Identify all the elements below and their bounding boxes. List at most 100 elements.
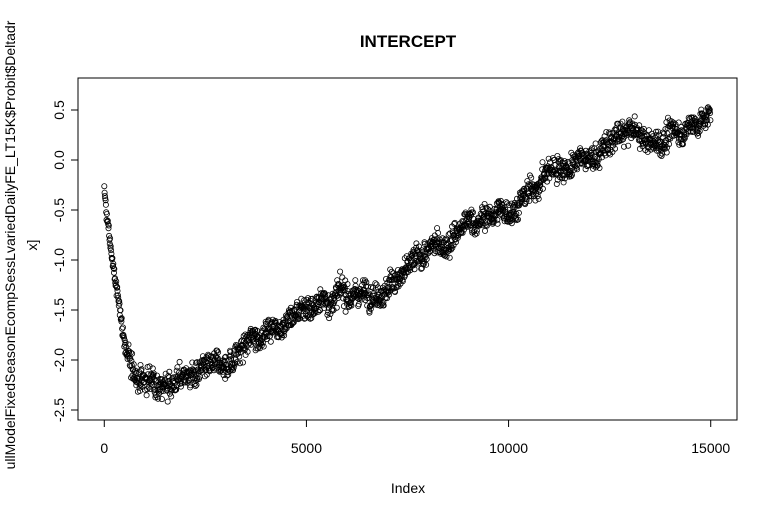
data-point — [144, 386, 151, 393]
data-point — [612, 145, 619, 152]
data-point — [693, 128, 700, 135]
data-point — [174, 364, 181, 371]
data-point — [272, 320, 279, 327]
data-point — [298, 295, 305, 302]
data-point — [147, 380, 154, 387]
data-point — [536, 188, 543, 195]
x-tick-label: 5000 — [291, 440, 322, 456]
data-point — [382, 275, 389, 282]
data-point — [494, 220, 501, 227]
data-point — [226, 367, 233, 374]
data-point — [523, 198, 530, 205]
data-point — [499, 201, 506, 208]
data-point — [112, 275, 119, 282]
data-point — [227, 352, 234, 359]
y-tick-label: -1.5 — [51, 298, 67, 322]
data-point — [546, 175, 553, 182]
data-point — [658, 152, 665, 159]
data-point — [486, 203, 493, 210]
data-point — [105, 222, 112, 229]
data-point — [337, 268, 344, 275]
data-point — [423, 256, 430, 263]
data-point — [692, 115, 699, 122]
data-point — [281, 332, 288, 339]
data-point — [124, 355, 131, 362]
data-point — [695, 129, 702, 136]
data-point — [130, 361, 137, 368]
data-point — [435, 229, 442, 236]
data-point — [102, 201, 109, 208]
data-point — [237, 345, 244, 352]
data-point — [696, 128, 703, 135]
data-point — [215, 349, 222, 356]
data-point — [631, 113, 638, 120]
data-point — [535, 185, 542, 192]
data-point — [173, 386, 180, 393]
data-point — [568, 173, 575, 180]
data-point — [355, 301, 362, 308]
data-point — [172, 387, 179, 394]
data-point — [483, 222, 490, 229]
data-point — [707, 110, 714, 117]
data-point — [113, 278, 120, 285]
data-point — [228, 356, 235, 363]
data-point — [554, 152, 561, 159]
data-point — [101, 192, 108, 199]
data-point — [347, 301, 354, 308]
data-point — [560, 179, 567, 186]
data-point — [481, 227, 488, 234]
data-point — [317, 286, 324, 293]
x-tick-label: 15000 — [691, 440, 730, 456]
data-point — [411, 266, 418, 273]
data-point — [664, 144, 671, 151]
data-point — [375, 289, 382, 296]
data-point — [138, 366, 145, 373]
data-point — [419, 249, 426, 256]
data-point — [115, 294, 122, 301]
data-point — [107, 243, 114, 250]
data-point — [246, 339, 253, 346]
data-point — [137, 361, 144, 368]
data-point — [214, 355, 221, 362]
data-point — [497, 197, 504, 204]
data-point — [166, 368, 173, 375]
data-point — [657, 147, 664, 154]
data-point — [326, 315, 333, 322]
data-point — [652, 141, 659, 148]
data-point — [394, 282, 401, 289]
data-point — [226, 356, 233, 363]
y-axis-label-line2: x] — [24, 240, 40, 251]
data-point — [621, 143, 628, 150]
data-point — [469, 209, 476, 216]
data-point — [569, 171, 576, 178]
data-point — [105, 225, 112, 232]
data-point — [254, 327, 261, 334]
data-point — [120, 324, 127, 331]
data-point — [407, 257, 414, 264]
data-point — [329, 307, 336, 314]
data-point — [165, 374, 172, 381]
y-tick-label: 0.5 — [51, 100, 67, 120]
data-point — [526, 192, 533, 199]
data-point — [127, 349, 134, 356]
data-point — [328, 299, 335, 306]
data-point — [606, 130, 613, 137]
data-point — [344, 281, 351, 288]
data-point — [605, 146, 612, 153]
data-point — [242, 351, 249, 358]
data-point — [444, 236, 451, 243]
data-point — [333, 304, 340, 311]
data-point — [449, 244, 456, 251]
data-point — [222, 375, 229, 382]
data-point — [129, 350, 136, 357]
data-point — [367, 302, 374, 309]
data-point — [342, 308, 349, 315]
data-point — [251, 327, 258, 334]
data-point — [679, 141, 686, 148]
data-point — [224, 372, 231, 379]
data-point — [136, 384, 143, 391]
data-point — [513, 210, 520, 217]
data-point — [229, 367, 236, 374]
data-point — [114, 292, 121, 299]
